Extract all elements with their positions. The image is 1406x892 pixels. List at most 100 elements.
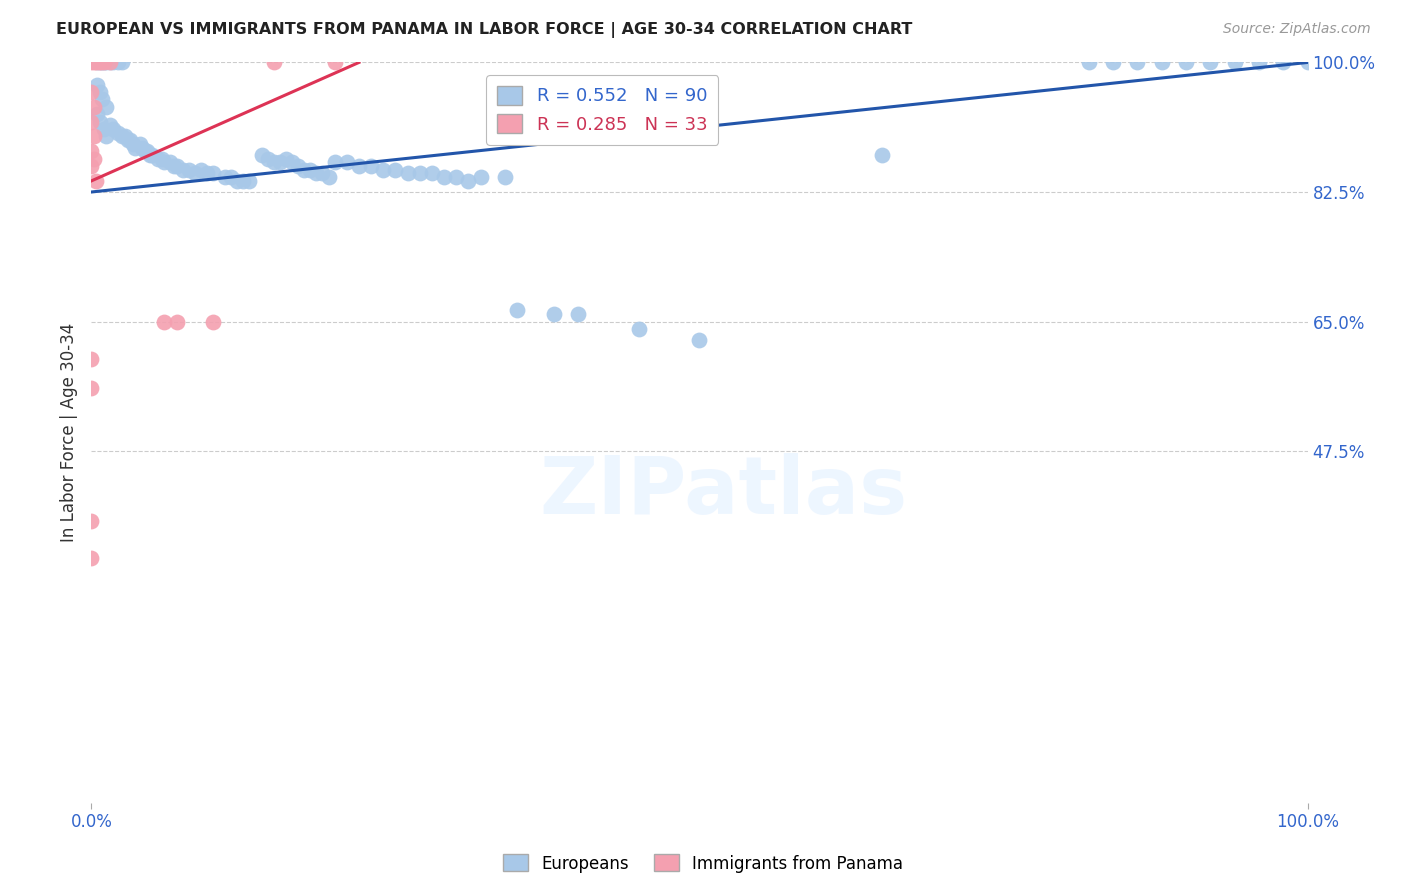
Point — [91, 55, 114, 70]
Point — [323, 155, 346, 169]
Point — [420, 166, 443, 180]
Point — [232, 174, 254, 188]
Point — [139, 148, 162, 162]
Point — [117, 133, 139, 147]
Point — [103, 55, 125, 70]
Point — [269, 155, 291, 169]
Point — [184, 166, 207, 180]
Point — [1150, 55, 1173, 70]
Point — [457, 174, 479, 188]
Point — [688, 333, 710, 347]
Point — [292, 162, 315, 177]
Point — [360, 159, 382, 173]
Point — [148, 152, 170, 166]
Point — [195, 166, 218, 180]
Point — [83, 55, 105, 70]
Point — [506, 303, 529, 318]
Point — [98, 119, 121, 133]
Text: ZIPatlas: ZIPatlas — [540, 453, 908, 531]
Point — [94, 100, 117, 114]
Point — [238, 174, 260, 188]
Point — [103, 122, 125, 136]
Point — [80, 159, 103, 173]
Point — [323, 55, 346, 70]
Point — [89, 55, 111, 70]
Point — [172, 162, 194, 177]
Point — [98, 55, 121, 70]
Text: Source: ZipAtlas.com: Source: ZipAtlas.com — [1223, 22, 1371, 37]
Point — [1077, 55, 1099, 70]
Point — [543, 307, 565, 321]
Point — [226, 174, 249, 188]
Point — [336, 155, 359, 169]
Text: EUROPEAN VS IMMIGRANTS FROM PANAMA IN LABOR FORCE | AGE 30-34 CORRELATION CHART: EUROPEAN VS IMMIGRANTS FROM PANAMA IN LA… — [56, 22, 912, 38]
Point — [83, 152, 105, 166]
Point — [1126, 55, 1149, 70]
Point — [87, 55, 110, 70]
Point — [373, 162, 395, 177]
Point — [80, 55, 103, 70]
Point — [120, 133, 142, 147]
Point — [494, 170, 516, 185]
Point — [1296, 55, 1319, 70]
Point — [444, 170, 467, 185]
Point — [98, 55, 121, 70]
Point — [1102, 55, 1125, 70]
Point — [281, 155, 304, 169]
Point — [153, 315, 176, 329]
Point — [136, 145, 159, 159]
Point — [93, 122, 115, 136]
Point — [107, 55, 129, 70]
Point — [1272, 55, 1295, 70]
Point — [93, 55, 115, 70]
Point — [263, 155, 285, 169]
Point — [263, 55, 285, 70]
Point — [166, 159, 188, 173]
Point — [80, 114, 103, 128]
Point — [124, 140, 146, 154]
Point — [202, 166, 225, 180]
Point — [409, 166, 432, 180]
Point — [318, 170, 340, 185]
Point — [111, 129, 134, 144]
Point — [91, 93, 114, 107]
Point — [870, 148, 893, 162]
Point — [1199, 55, 1222, 70]
Point — [256, 152, 278, 166]
Point — [89, 85, 111, 99]
Point — [134, 145, 156, 159]
Point — [80, 85, 103, 99]
Point — [80, 515, 103, 529]
Point — [150, 152, 173, 166]
Point — [287, 159, 309, 173]
Point — [86, 107, 108, 121]
Point — [84, 55, 107, 70]
Point — [177, 162, 200, 177]
Point — [80, 551, 103, 566]
Point — [470, 170, 492, 185]
Point — [114, 129, 136, 144]
Point — [305, 166, 328, 180]
Point — [1247, 55, 1270, 70]
Legend: Europeans, Immigrants from Panama: Europeans, Immigrants from Panama — [496, 847, 910, 880]
Point — [131, 140, 153, 154]
Point — [347, 159, 370, 173]
Point — [111, 55, 134, 70]
Point — [567, 307, 589, 321]
Point — [80, 351, 103, 366]
Point — [299, 162, 322, 177]
Point — [396, 166, 419, 180]
Y-axis label: In Labor Force | Age 30-34: In Labor Force | Age 30-34 — [59, 323, 77, 542]
Point — [627, 322, 650, 336]
Point — [86, 78, 108, 92]
Point — [214, 170, 236, 185]
Point — [83, 129, 105, 144]
Point — [1175, 55, 1198, 70]
Point — [274, 152, 297, 166]
Point — [190, 162, 212, 177]
Point — [93, 55, 115, 70]
Point — [107, 126, 129, 140]
Point — [90, 55, 112, 70]
Point — [153, 155, 176, 169]
Point — [250, 148, 273, 162]
